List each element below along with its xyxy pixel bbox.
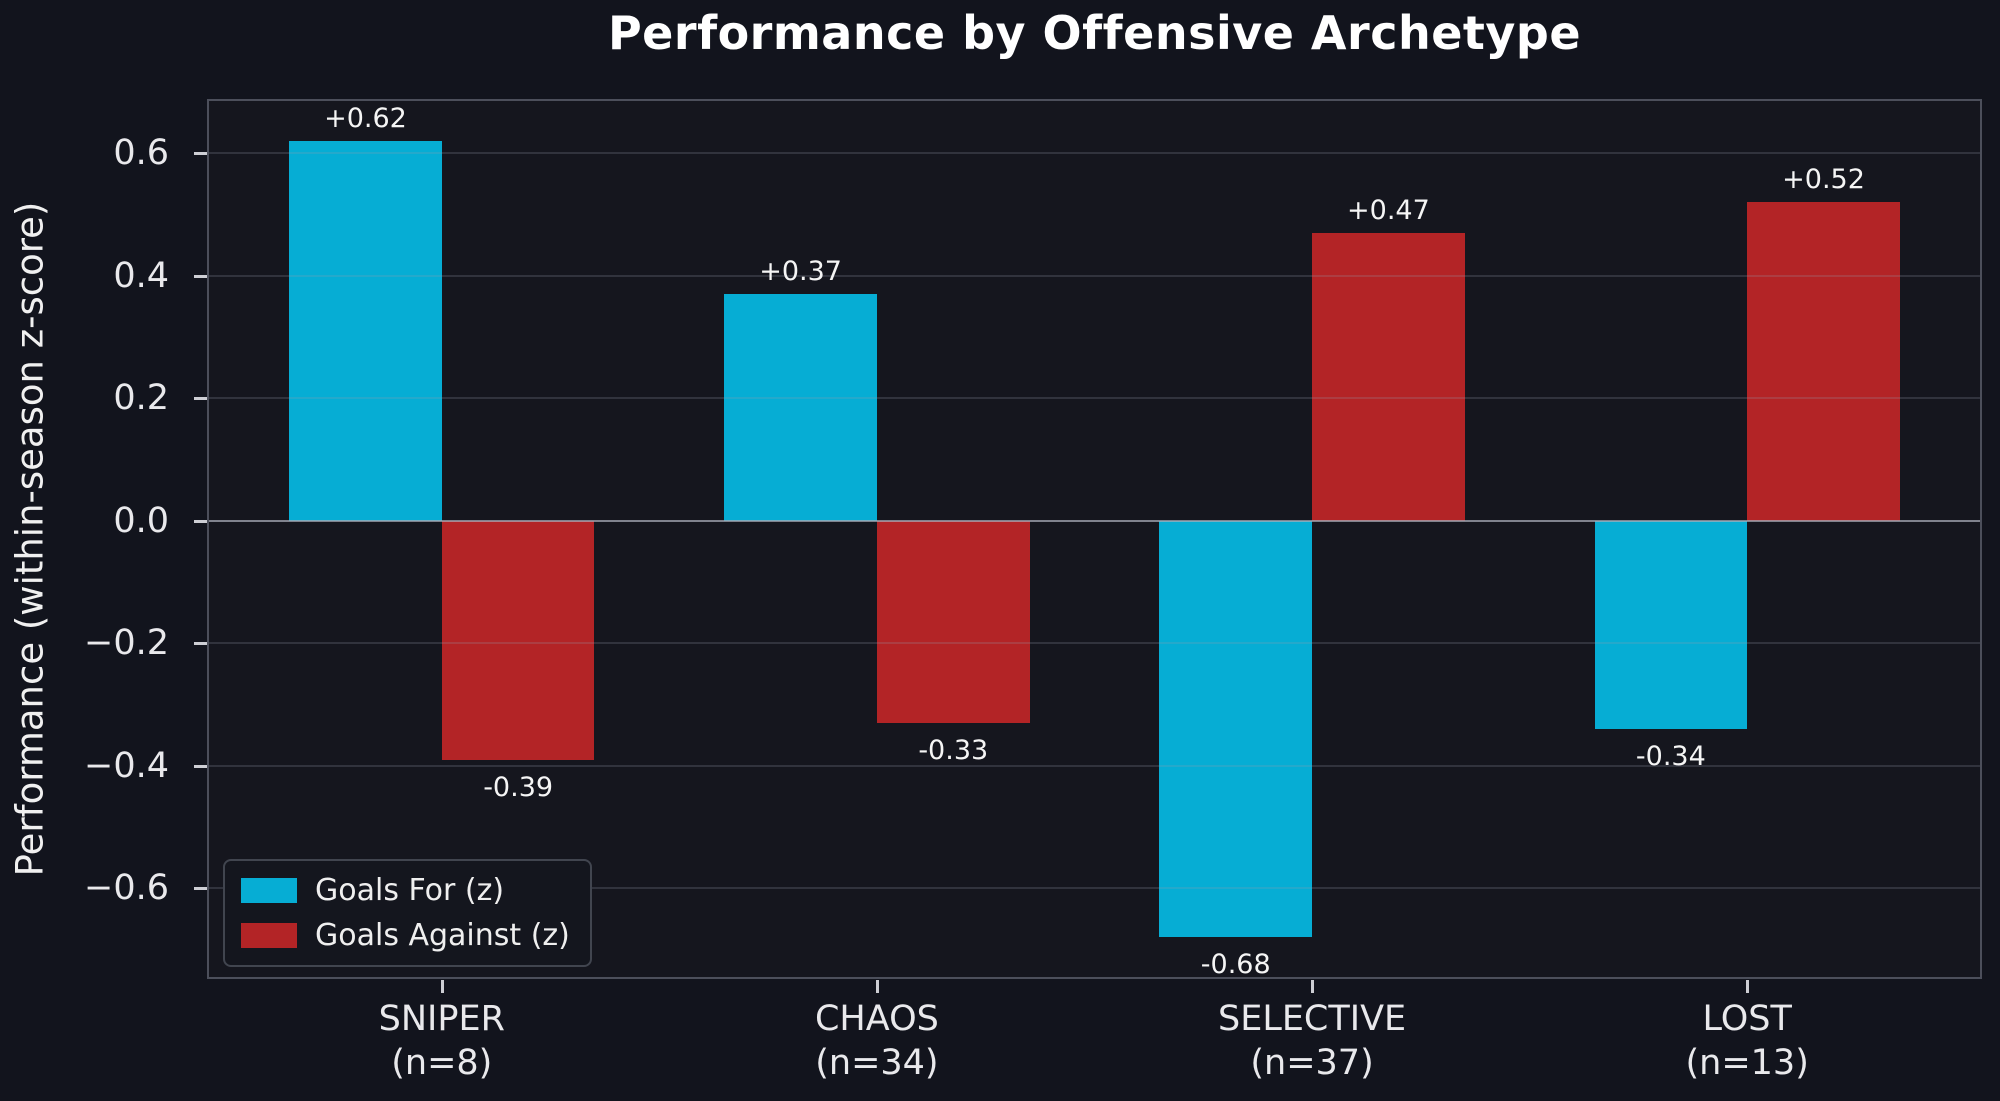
y-tick-mark (194, 274, 207, 278)
y-tick-label: 0.0 (113, 500, 169, 541)
bar-goals-against-z-chaos (876, 520, 1030, 723)
y-tick-mark (194, 642, 207, 646)
gridline (209, 397, 1980, 400)
legend: Goals For (z) Goals Against (z) (223, 859, 592, 967)
gridline (209, 642, 1980, 645)
bar-goals-for-z-chaos (724, 293, 877, 521)
x-category-count: (n=37) (1250, 1043, 1374, 1083)
x-category-name: SELECTIVE (1217, 999, 1407, 1039)
bar-goals-against-z-sniper (441, 520, 595, 760)
bar-goals-against-z-lost (1747, 202, 1900, 521)
x-category-count: (n=13) (1685, 1043, 1809, 1083)
bar-goals-against-z-selective (1312, 232, 1465, 521)
y-tick-label: −0.4 (84, 745, 169, 786)
y-tick-label: −0.6 (84, 868, 169, 909)
y-tick-label: 0.4 (113, 255, 169, 296)
legend-label: Goals For (z) (315, 873, 505, 908)
gridline (209, 887, 1980, 890)
bar-value-label: +0.62 (324, 102, 407, 134)
bar-goals-for-z-selective (1159, 520, 1313, 938)
x-tick-mark (440, 980, 444, 993)
x-category-name: LOST (1702, 999, 1792, 1039)
x-tick-mark (1746, 980, 1750, 993)
x-tick-label-chaos: CHAOS (n=34) (677, 997, 1077, 1085)
y-tick-mark (194, 397, 207, 401)
x-category-count: (n=34) (815, 1043, 939, 1083)
bar-value-label: +0.52 (1782, 164, 1865, 196)
legend-row: Goals For (z) (241, 873, 570, 908)
y-tick-mark (194, 764, 207, 768)
x-category-name: CHAOS (814, 999, 939, 1039)
x-category-count: (n=8) (391, 1043, 493, 1083)
bar-value-label: -0.39 (483, 771, 554, 803)
x-tick-label-lost: LOST (n=13) (1547, 997, 1947, 1085)
legend-swatch-goals-for-z (241, 878, 297, 903)
y-tick-label: 0.6 (113, 133, 169, 174)
legend-swatch-goals-against-z (241, 923, 297, 948)
bar-value-label: -0.34 (1635, 740, 1706, 772)
chart-title: Performance by Offensive Archetype (607, 6, 1582, 60)
bar-goals-for-z-sniper (289, 140, 442, 521)
x-tick-mark (1311, 980, 1315, 993)
bar-value-label: +0.37 (759, 255, 842, 287)
bar-value-label: -0.33 (918, 734, 989, 766)
bar-value-label: +0.47 (1347, 194, 1430, 226)
y-tick-mark (194, 519, 207, 523)
x-tick-label-selective: SELECTIVE (n=37) (1112, 997, 1512, 1085)
y-tick-mark (194, 887, 207, 891)
zero-line (209, 519, 1980, 522)
y-tick-label: −0.2 (84, 623, 169, 664)
gridline (209, 152, 1980, 155)
x-tick-label-sniper: SNIPER (n=8) (242, 997, 642, 1085)
gridline (209, 764, 1980, 767)
x-tick-mark (875, 980, 879, 993)
x-category-name: SNIPER (378, 999, 505, 1039)
bar-value-label: -0.68 (1200, 949, 1271, 981)
y-tick-mark (194, 152, 207, 156)
gridline (209, 274, 1980, 277)
bar-goals-for-z-lost (1594, 520, 1748, 729)
y-tick-label: 0.2 (113, 378, 169, 419)
legend-row: Goals Against (z) (241, 918, 570, 953)
legend-label: Goals Against (z) (315, 918, 570, 953)
